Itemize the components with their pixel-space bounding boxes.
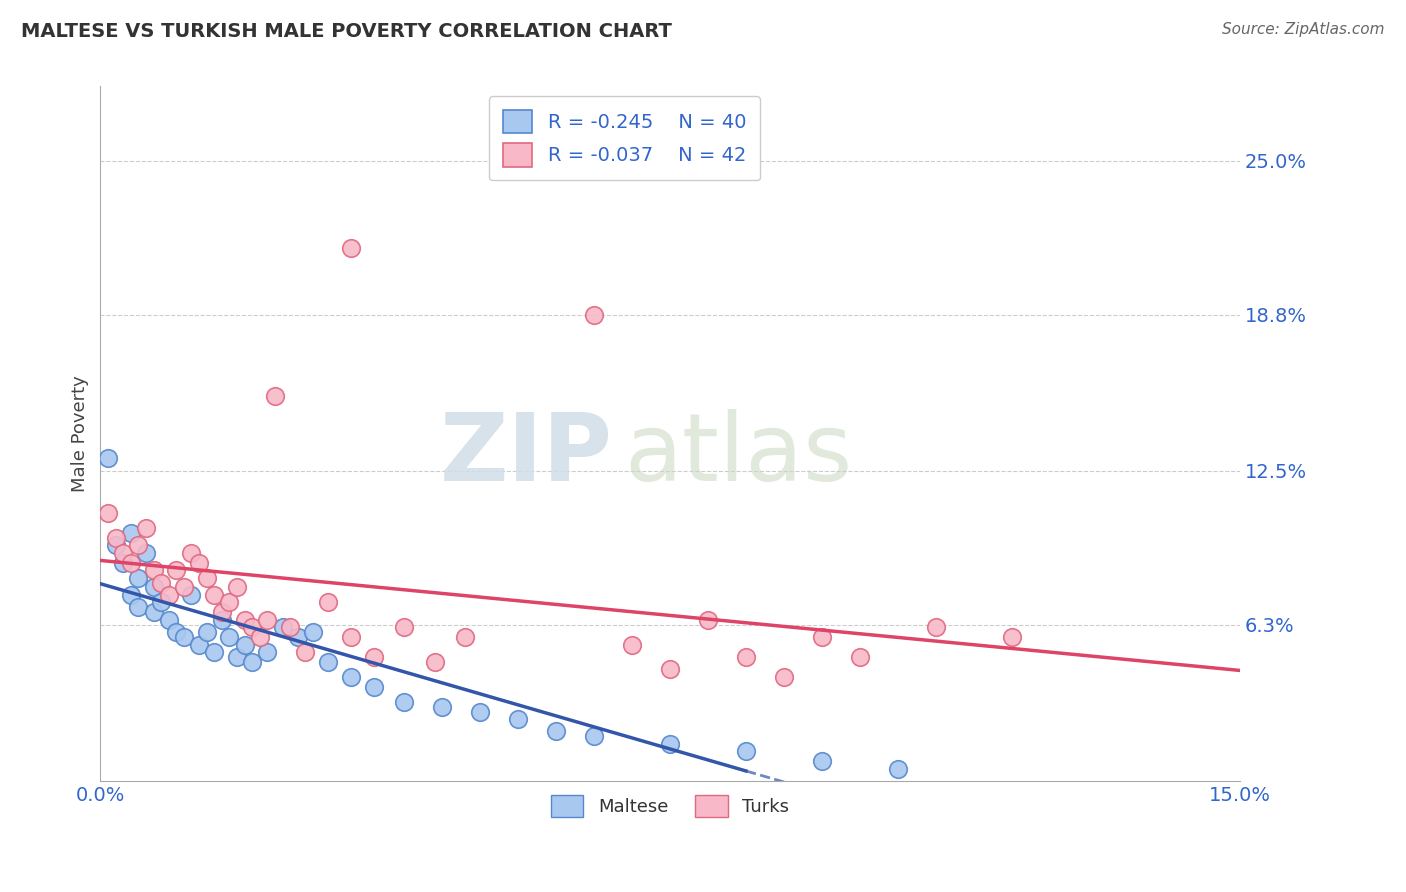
Point (142, 581, 165, 595)
Point (735, 649, 758, 664)
Point (142, 563, 165, 577)
Point (226, 649, 249, 664)
Point (544, 724, 567, 739)
Point (811, 754, 834, 768)
Point (173, 581, 195, 595)
Point (302, 625, 325, 640)
Point (1001, 630, 1024, 644)
Point (195, 625, 218, 640)
Point (316, 595, 339, 609)
Point (363, 649, 385, 664)
Point (233, 613, 256, 627)
Point (188, 638, 211, 652)
Point (97, 506, 120, 520)
Point (849, 649, 872, 664)
Point (173, 630, 195, 644)
Text: Source: ZipAtlas.com: Source: ZipAtlas.com (1222, 22, 1385, 37)
Point (211, 613, 233, 627)
Point (112, 546, 135, 560)
Point (811, 630, 834, 644)
Point (180, 588, 202, 602)
Point (392, 620, 415, 634)
Point (256, 613, 278, 627)
Point (104, 538, 127, 552)
Point (218, 595, 240, 609)
Point (659, 662, 682, 676)
Point (180, 546, 202, 560)
Point (340, 241, 363, 255)
Point (287, 630, 309, 644)
Point (157, 588, 180, 602)
Point (773, 670, 796, 684)
Legend: Maltese, Turks: Maltese, Turks (544, 788, 796, 824)
Point (249, 630, 271, 644)
Point (506, 712, 529, 726)
Point (621, 638, 644, 652)
Point (120, 588, 142, 602)
Point (157, 613, 180, 627)
Point (202, 645, 225, 659)
Point (697, 613, 720, 627)
Point (127, 538, 149, 552)
Point (97, 451, 120, 466)
Point (226, 581, 249, 595)
Point (925, 620, 948, 634)
Point (150, 595, 173, 609)
Point (188, 556, 211, 570)
Point (454, 630, 477, 644)
Point (271, 620, 294, 634)
Point (135, 521, 157, 535)
Point (340, 630, 363, 644)
Point (659, 737, 682, 751)
Point (135, 546, 157, 560)
Point (104, 531, 127, 545)
Point (127, 600, 149, 615)
Point (211, 605, 233, 619)
Point (340, 670, 363, 684)
Point (316, 655, 339, 669)
Point (583, 729, 606, 743)
Point (165, 625, 187, 640)
Point (202, 588, 225, 602)
Point (120, 556, 142, 570)
Point (278, 620, 301, 634)
Text: ZIP: ZIP (440, 409, 613, 500)
Text: MALTESE VS TURKISH MALE POVERTY CORRELATION CHART: MALTESE VS TURKISH MALE POVERTY CORRELAT… (21, 22, 672, 41)
Point (142, 605, 165, 619)
Point (294, 645, 316, 659)
Point (195, 570, 218, 584)
Point (468, 705, 491, 719)
Point (127, 570, 149, 584)
Point (392, 695, 415, 709)
Point (150, 575, 173, 590)
Point (735, 744, 758, 758)
Point (363, 680, 385, 694)
Point (887, 762, 910, 776)
Point (112, 556, 135, 570)
Point (218, 630, 240, 644)
Point (120, 525, 142, 540)
Point (583, 308, 606, 322)
Point (233, 638, 256, 652)
Point (240, 620, 263, 634)
Point (240, 655, 263, 669)
Y-axis label: Male Poverty: Male Poverty (72, 376, 89, 492)
Point (430, 699, 453, 714)
Point (264, 389, 287, 403)
Point (165, 563, 187, 577)
Text: atlas: atlas (624, 409, 852, 500)
Point (256, 645, 278, 659)
Point (423, 655, 446, 669)
